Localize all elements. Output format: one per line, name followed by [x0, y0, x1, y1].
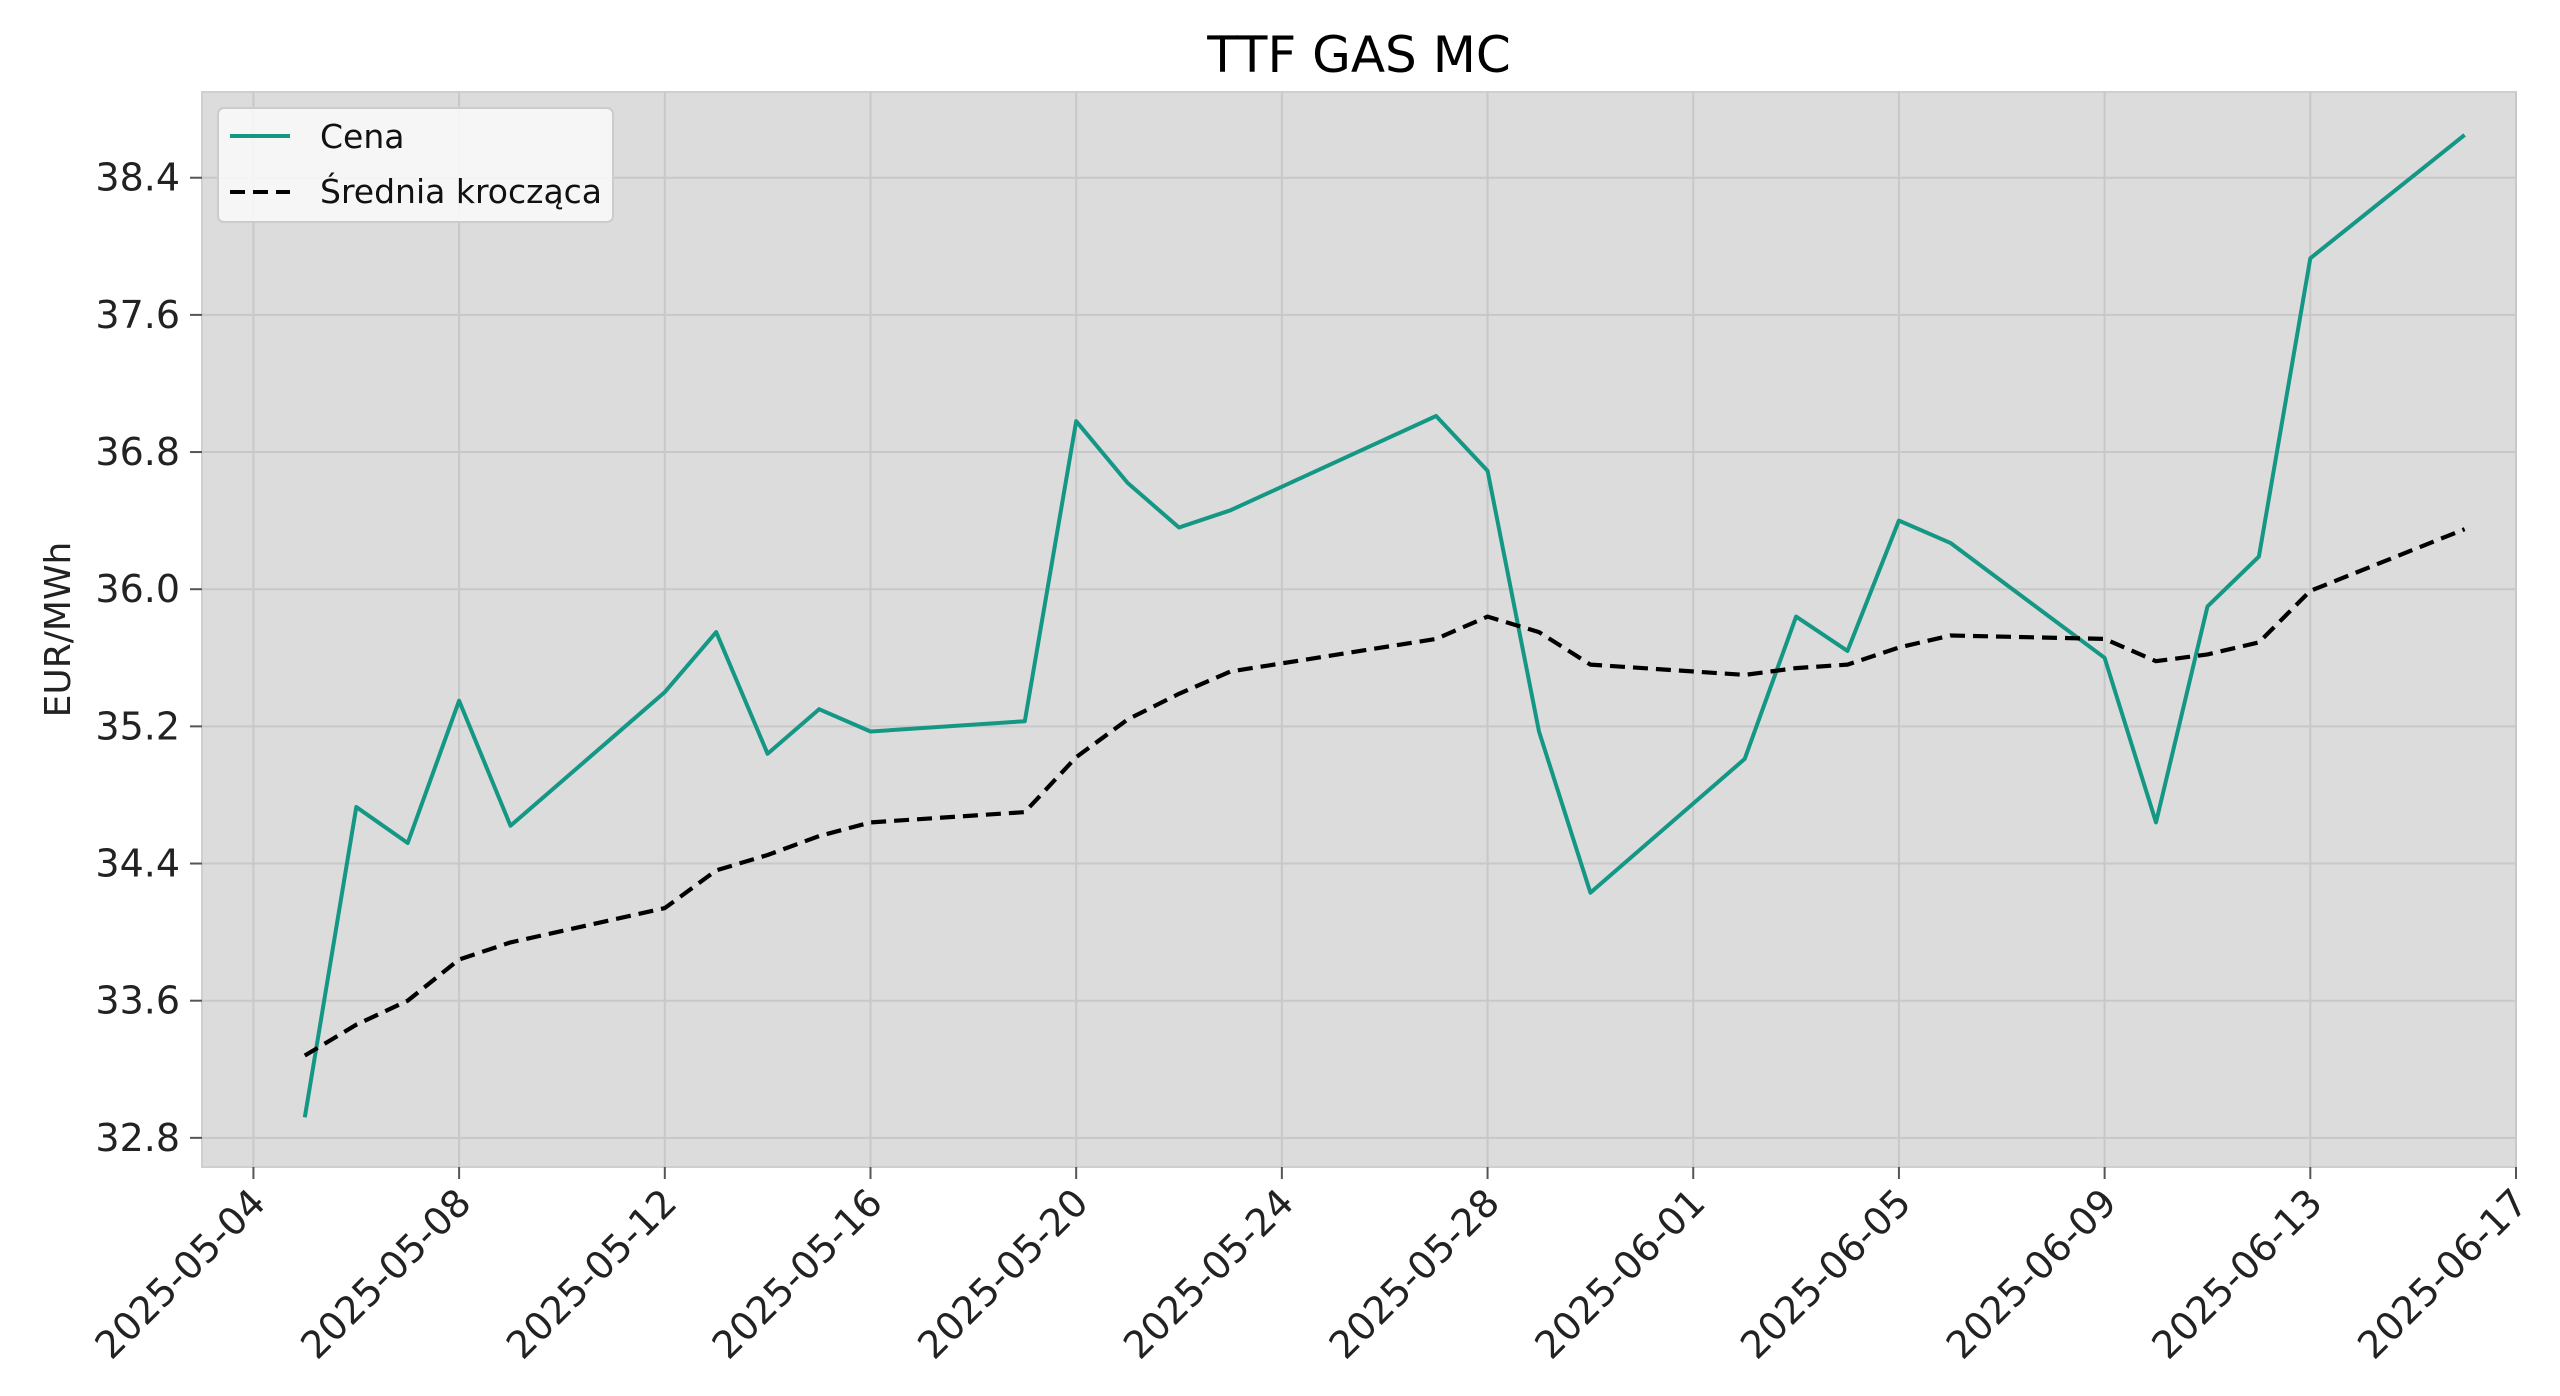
legend: Cena Średnia krocząca — [217, 107, 614, 223]
y-tick-label: 36.8 — [95, 430, 180, 474]
y-tick-label: 32.8 — [95, 1116, 180, 1160]
legend-label-srednia-kroczaca: Średnia krocząca — [320, 171, 602, 211]
y-tick-label: 35.2 — [95, 704, 180, 748]
grid — [202, 92, 2517, 1167]
y-tick-label: 36.0 — [95, 567, 180, 611]
series-layer — [302, 133, 2466, 1118]
series-line-cena — [302, 133, 2466, 1118]
chart-title: TTF GAS MC — [1206, 26, 1511, 84]
y-tick-label: 33.6 — [95, 979, 180, 1023]
legend-box — [217, 107, 614, 223]
legend-label-cena: Cena — [320, 117, 404, 156]
y-tick-label: 34.4 — [95, 842, 180, 886]
series-line-srednia-kroczaca — [303, 527, 2466, 1058]
y-axis-label: EUR/MWh — [38, 542, 79, 718]
y-tick-label: 37.6 — [95, 293, 180, 337]
y-tick-label: 38.4 — [95, 156, 180, 200]
plot-area — [201, 91, 2517, 1168]
y-axis-ticks: 32.8 33.6 34.4 35.2 36.0 36.8 37.6 38.4 — [95, 156, 202, 1160]
